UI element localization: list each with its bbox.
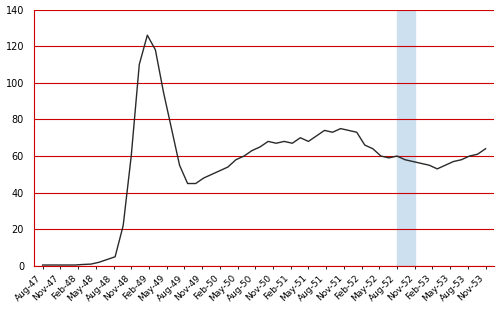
Bar (397, 10, 414, 266)
